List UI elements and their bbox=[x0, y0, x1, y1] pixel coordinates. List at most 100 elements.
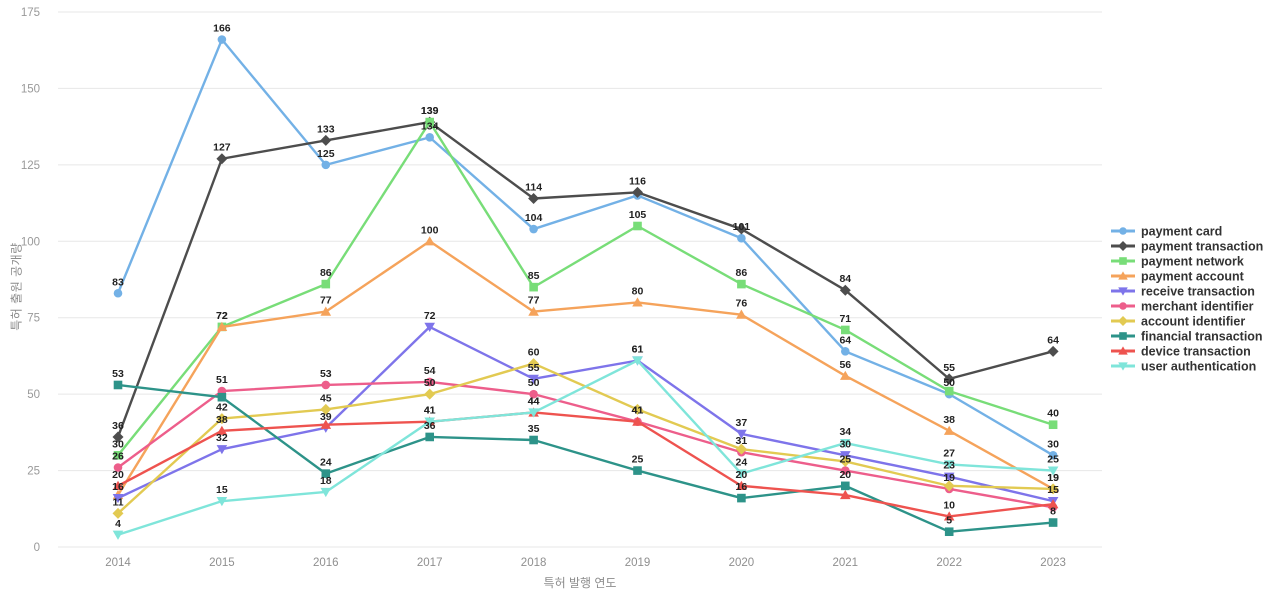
value-label: 72 bbox=[424, 310, 436, 322]
legend-label: device transaction bbox=[1141, 345, 1251, 359]
data-point-marker bbox=[735, 443, 747, 455]
value-label: 38 bbox=[216, 414, 228, 426]
value-label: 51 bbox=[216, 374, 228, 386]
series-payment-account bbox=[112, 236, 1059, 500]
data-point-marker bbox=[528, 192, 540, 204]
data-point-marker bbox=[528, 408, 539, 418]
data-point-marker bbox=[633, 466, 642, 475]
data-point-marker bbox=[113, 463, 123, 472]
value-label: 61 bbox=[632, 344, 644, 356]
value-label: 133 bbox=[317, 123, 335, 135]
data-point-marker bbox=[320, 403, 332, 415]
series-line bbox=[116, 380, 1055, 509]
legend-item-payment-account[interactable]: payment account bbox=[1111, 270, 1245, 284]
value-label: 86 bbox=[320, 267, 332, 279]
value-label: 53 bbox=[320, 368, 332, 380]
data-point-marker bbox=[736, 309, 747, 319]
value-label: 15 bbox=[1047, 484, 1059, 496]
data-point-marker bbox=[944, 386, 954, 396]
legend-item-payment-card[interactable]: payment card bbox=[1111, 225, 1222, 239]
y-tick-label: 0 bbox=[34, 542, 40, 554]
legend-item-payment-network[interactable]: payment network bbox=[1111, 255, 1244, 269]
value-label: 37 bbox=[736, 417, 748, 429]
x-tick-label: 2018 bbox=[521, 557, 547, 569]
data-point-marker bbox=[216, 445, 228, 455]
series-line bbox=[116, 120, 1055, 439]
series-merchant-identifier bbox=[113, 377, 1058, 512]
value-label: 16 bbox=[736, 481, 748, 493]
data-point-marker bbox=[1048, 450, 1058, 460]
value-label: 15 bbox=[216, 484, 228, 496]
legend-item-payment-transaction[interactable]: payment transaction bbox=[1111, 240, 1263, 254]
x-tick-label: 2014 bbox=[105, 557, 131, 569]
value-label: 44 bbox=[528, 395, 540, 407]
data-point-marker bbox=[424, 388, 436, 400]
value-label: 41 bbox=[424, 405, 436, 417]
value-label: 72 bbox=[216, 310, 228, 322]
legend-item-account-identifier[interactable]: account identifier bbox=[1111, 315, 1245, 329]
value-label: 84 bbox=[839, 273, 851, 285]
data-point-marker bbox=[320, 419, 332, 429]
x-tick-label: 2020 bbox=[729, 557, 755, 569]
data-point-marker bbox=[529, 435, 538, 445]
data-point-marker bbox=[1047, 483, 1059, 495]
value-label: 50 bbox=[528, 377, 540, 389]
legend-item-receive-transaction[interactable]: receive transaction bbox=[1111, 285, 1255, 299]
value-label: 35 bbox=[528, 423, 540, 435]
value-label: 41 bbox=[424, 405, 436, 417]
legend-item-user-authentication[interactable]: user authentication bbox=[1111, 360, 1256, 374]
value-label: 25 bbox=[1047, 454, 1059, 466]
value-label: 55 bbox=[943, 362, 955, 374]
value-label: 36 bbox=[112, 420, 124, 432]
data-point-marker bbox=[632, 416, 643, 426]
value-label: 77 bbox=[528, 295, 540, 307]
value-label: 50 bbox=[943, 377, 955, 389]
value-label: 41 bbox=[632, 405, 644, 417]
value-label: 8 bbox=[1050, 506, 1056, 518]
data-point-marker bbox=[736, 429, 747, 439]
data-point-marker bbox=[737, 493, 746, 503]
value-label: 139 bbox=[421, 105, 439, 117]
series-line bbox=[116, 120, 1055, 457]
value-label: 20 bbox=[839, 469, 851, 481]
data-point-marker bbox=[216, 321, 228, 331]
value-label: 55 bbox=[528, 362, 540, 374]
legend-item-merchant-identifier[interactable]: merchant identifier bbox=[1111, 300, 1254, 314]
y-tick-label: 75 bbox=[27, 313, 40, 325]
legend-label: payment network bbox=[1141, 255, 1244, 269]
series-payment-card bbox=[113, 35, 1058, 460]
value-label: 27 bbox=[943, 447, 955, 459]
data-point-marker bbox=[1047, 466, 1059, 476]
data-point-marker bbox=[113, 450, 123, 460]
legend-marker-icon bbox=[1118, 346, 1128, 355]
data-point-marker bbox=[113, 380, 123, 390]
series-line bbox=[116, 411, 1055, 518]
value-label: 61 bbox=[632, 344, 644, 356]
value-label: 30 bbox=[839, 438, 851, 450]
value-label: 36 bbox=[424, 420, 436, 432]
data-point-marker bbox=[944, 527, 954, 537]
value-label: 30 bbox=[1047, 438, 1059, 450]
value-label: 80 bbox=[632, 285, 644, 297]
data-point-marker bbox=[216, 497, 228, 507]
series-line bbox=[116, 38, 1055, 457]
data-point-marker bbox=[1047, 345, 1059, 357]
value-label: 40 bbox=[1047, 408, 1059, 420]
data-point-marker bbox=[424, 417, 435, 427]
legend-item-device-transaction[interactable]: device transaction bbox=[1111, 345, 1251, 359]
x-tick-label: 2015 bbox=[209, 557, 235, 569]
legend-label: financial transaction bbox=[1141, 330, 1263, 344]
data-point-marker bbox=[217, 35, 227, 44]
legend-item-financial-transaction[interactable]: financial transaction bbox=[1111, 330, 1263, 344]
legend-label: receive transaction bbox=[1141, 285, 1255, 299]
data-point-marker bbox=[217, 392, 227, 402]
legend-label: payment card bbox=[1141, 225, 1222, 239]
legend-marker-icon bbox=[1119, 257, 1127, 265]
value-label: 32 bbox=[216, 432, 228, 444]
series-account-identifier bbox=[112, 358, 1059, 519]
series-line bbox=[116, 383, 1055, 533]
data-point-marker bbox=[737, 279, 746, 289]
data-point-marker bbox=[943, 425, 955, 435]
value-label: 56 bbox=[839, 359, 851, 371]
y-tick-label: 50 bbox=[27, 389, 40, 401]
